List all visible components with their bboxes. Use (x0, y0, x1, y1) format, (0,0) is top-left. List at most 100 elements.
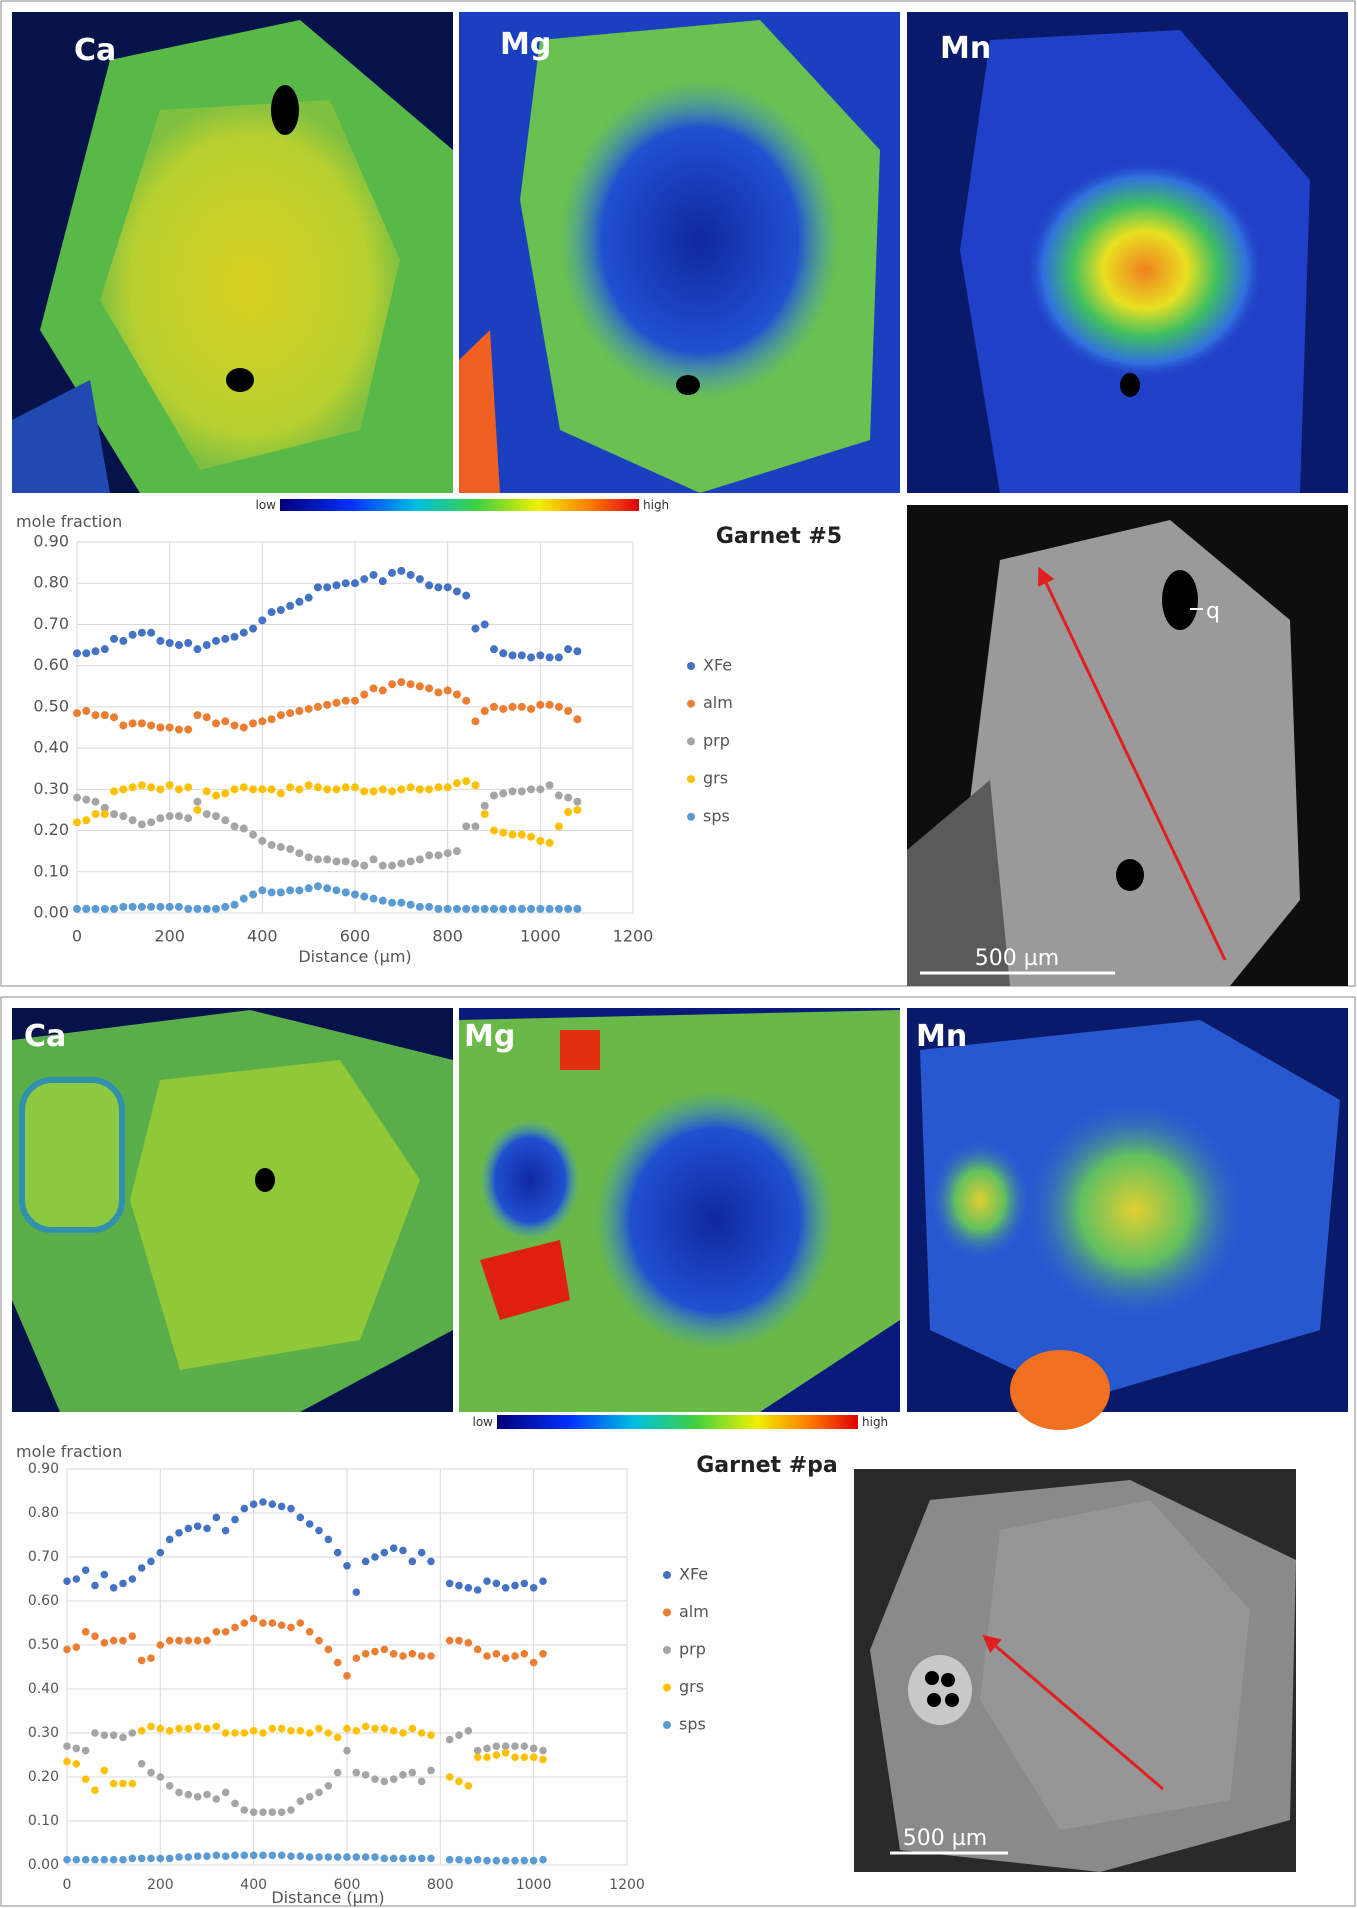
data-point (499, 704, 508, 713)
data-point (389, 1727, 398, 1735)
data-point (455, 1777, 463, 1786)
data-point (361, 1557, 370, 1566)
data-point (471, 904, 480, 913)
data-point (295, 849, 304, 858)
data-point (240, 1729, 249, 1737)
data-point (73, 793, 81, 802)
data-point (100, 810, 109, 819)
data-point (91, 1855, 99, 1864)
data-point (417, 1729, 426, 1737)
data-point (520, 1742, 529, 1750)
data-point (231, 1851, 239, 1860)
data-point (343, 1746, 351, 1755)
data-point (333, 1853, 342, 1861)
data-point (545, 781, 554, 790)
data-point (490, 702, 498, 711)
data-point (165, 902, 174, 911)
legend-marker (663, 1571, 671, 1579)
data-point (406, 783, 415, 792)
data-point (397, 859, 406, 868)
map-label: Ca (24, 1019, 66, 1054)
data-point (462, 822, 471, 831)
data-point (230, 632, 239, 641)
data-point (452, 904, 461, 913)
data-point (287, 1623, 295, 1632)
data-point (380, 1548, 389, 1557)
data-point (417, 1854, 426, 1863)
colorbar-high: high (643, 498, 669, 512)
data-point (388, 861, 397, 870)
data-point (315, 1526, 323, 1535)
data-point (230, 721, 239, 730)
data-point (332, 785, 341, 794)
data-point (517, 904, 526, 913)
data-point (63, 1855, 71, 1864)
data-point (545, 838, 554, 847)
y-tick-label: 0.00 (28, 1857, 59, 1873)
data-point (128, 1632, 137, 1640)
data-point (527, 832, 536, 841)
data-point (305, 1729, 314, 1737)
data-point (109, 1584, 118, 1592)
data-point (471, 624, 480, 633)
data-point (473, 1746, 482, 1755)
data-point (193, 711, 202, 720)
data-point (361, 1722, 370, 1731)
x-tick-label: 400 (247, 927, 278, 946)
data-point (323, 884, 332, 893)
data-point (82, 649, 91, 658)
data-point (564, 645, 573, 654)
legend-marker (663, 1721, 671, 1729)
data-point (332, 581, 341, 590)
data-point (184, 783, 193, 792)
data-point (295, 785, 304, 794)
data-point (443, 904, 452, 913)
data-point (332, 886, 341, 895)
legend-marker (687, 699, 695, 708)
data-point (455, 1636, 463, 1645)
data-point (147, 1654, 155, 1662)
data-point (452, 587, 461, 596)
data-point (352, 1853, 361, 1861)
data-point (277, 1724, 286, 1733)
data-point (406, 680, 415, 689)
data-point (483, 1856, 491, 1865)
x-tick-label: 1000 (520, 927, 561, 946)
data-point (128, 1854, 137, 1863)
data-point (360, 575, 369, 584)
data-point (100, 803, 109, 812)
data-point (371, 1647, 379, 1656)
data-point (520, 1753, 529, 1761)
data-point (480, 620, 489, 629)
data-point (119, 1779, 127, 1788)
data-point (277, 1621, 286, 1629)
data-point (369, 787, 378, 796)
map-label: Mn (940, 31, 991, 66)
data-point (100, 1766, 109, 1775)
legend-label: grs (703, 769, 728, 788)
data-point (81, 1628, 90, 1636)
data-point (249, 1808, 258, 1816)
map-mg (459, 12, 900, 493)
data-point (184, 1724, 193, 1733)
data-point (369, 684, 378, 693)
data-point (156, 1854, 165, 1863)
data-point (389, 1854, 398, 1863)
data-point (268, 1851, 277, 1860)
data-point (184, 1853, 193, 1861)
data-point (425, 684, 434, 693)
data-point (165, 723, 174, 732)
data-point (268, 1724, 277, 1733)
x-tick-label: 200 (154, 927, 185, 946)
data-point (332, 857, 341, 866)
data-point (483, 1744, 491, 1753)
data-point (128, 719, 137, 728)
chart-title: Garnet #5 (716, 524, 842, 549)
y-tick-label: 0.50 (28, 1637, 59, 1653)
legend-marker (687, 812, 695, 821)
data-point (399, 1771, 407, 1779)
data-point (415, 902, 424, 911)
data-point (371, 1775, 379, 1783)
data-point (452, 847, 461, 856)
data-point (110, 634, 119, 643)
